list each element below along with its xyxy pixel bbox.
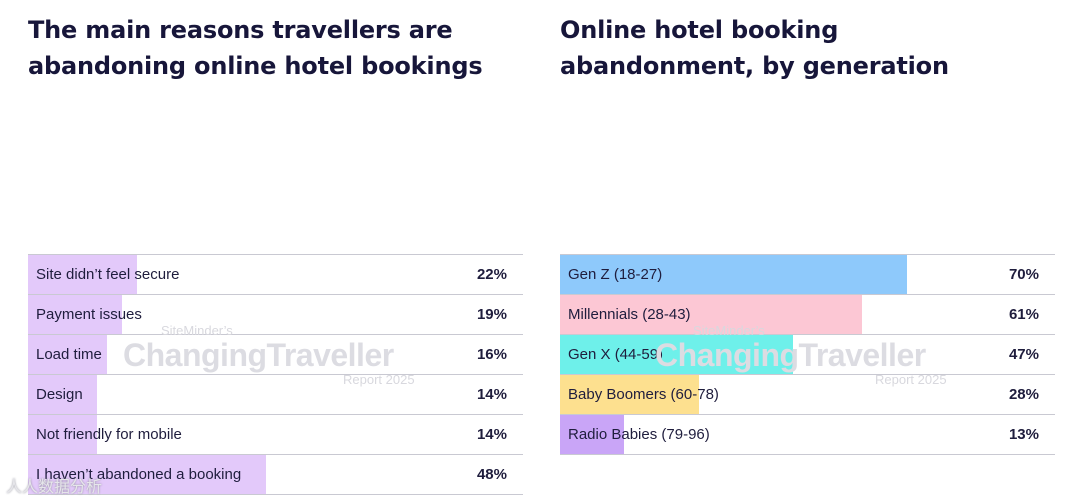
bar-row: Payment issues 19% (28, 295, 523, 335)
bar (560, 255, 907, 294)
bar-row: I haven’t abandoned a booking 48% (28, 455, 523, 495)
bar-value: 13% (1008, 426, 1039, 443)
bar (560, 375, 699, 414)
bar (28, 375, 98, 414)
bar-row: Gen Z (18-27) 70% (560, 255, 1055, 295)
bar-label: Gen X (44-59) (568, 346, 664, 363)
bar-label: Design (36, 386, 83, 403)
generation-chart: Radio Babies (79-96) 13% Baby Boomers (60-… (560, 254, 1055, 496)
bar (560, 415, 625, 454)
bar-row: Site didn’t feel secure 22% (28, 255, 523, 295)
bar (28, 255, 137, 294)
bar-row: Radio Babies (79-96) 13% (560, 415, 1055, 455)
reasons-title: The main reasons travellers are abandoni… (28, 16, 483, 80)
bar-value: 16% (476, 346, 507, 363)
bar (560, 335, 793, 374)
reasons-chart: I haven’t abandoned a booking 48% Not frie… (28, 254, 523, 496)
bar (28, 295, 123, 334)
bar-value: 48% (476, 466, 507, 483)
bar-row: Millennials (28-43) 61% (560, 295, 1055, 335)
bar-value: 61% (1008, 306, 1039, 323)
generation-title: Online hotel booking abandonment, by gen… (560, 16, 949, 80)
bar-row: Not friendly for mobile 14% (28, 415, 523, 455)
bar-row: Baby Boomers (60-78) 28% (560, 375, 1055, 415)
bar-value: 19% (476, 306, 507, 323)
bar-row: Gen X (44-59) 47% (560, 335, 1055, 375)
bar-value: 70% (1008, 266, 1039, 283)
bar-value: 14% (476, 426, 507, 443)
bar (28, 415, 98, 454)
bar (28, 335, 108, 374)
bar (28, 455, 266, 494)
bar-label: Baby Boomers (60-78) (568, 386, 719, 403)
bar-value: 28% (1008, 386, 1039, 403)
bar-value: 22% (476, 266, 507, 283)
corner-watermark: 人人数据分析 (6, 479, 103, 496)
bar-value: 14% (476, 386, 507, 403)
bar-label: Not friendly for mobile (36, 426, 182, 443)
bar-label: Radio Babies (79-96) (568, 426, 710, 443)
bar-row: Design 14% (28, 375, 523, 415)
bar-row: Load time 16% (28, 335, 523, 375)
bar (560, 295, 862, 334)
bar-label: Gen Z (18-27) (568, 266, 663, 283)
bar-value: 47% (1008, 346, 1039, 363)
bar-label: Load time (36, 346, 102, 363)
bar-label: Payment issues (36, 306, 142, 323)
bar-label: I haven’t abandoned a booking (36, 466, 242, 483)
bar-label: Millennials (28-43) (568, 306, 691, 323)
bar-label: Site didn’t feel secure (36, 266, 180, 283)
